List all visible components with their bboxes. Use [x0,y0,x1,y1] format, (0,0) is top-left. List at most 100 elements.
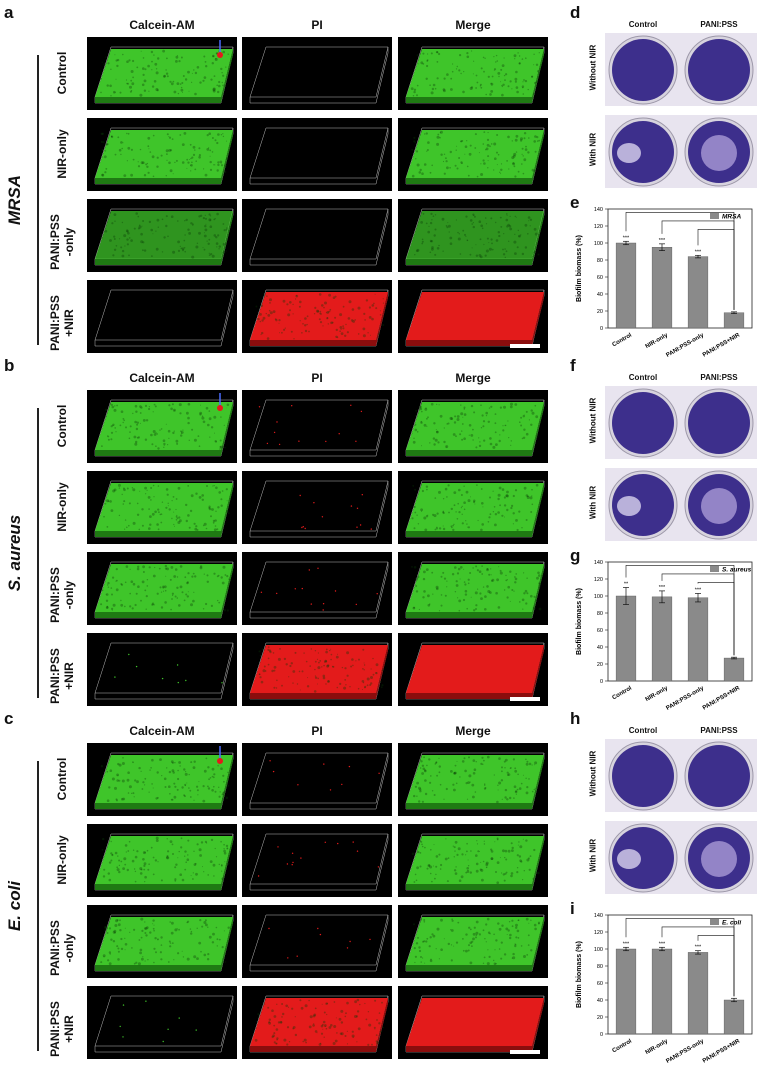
layer-edge [95,483,233,537]
dish-svg [605,821,681,894]
panel-letter: f [570,356,576,375]
group-bracket-line [37,408,39,698]
wireframe-box [249,914,389,966]
dish-row-label: With NIR [588,838,598,873]
y-tick-label: 40 [597,998,603,1004]
layer-edge [406,645,544,699]
plot-frame [607,561,753,682]
significance-label: *** [695,249,702,255]
stained-biofilm [612,474,674,536]
micrograph-pi [242,824,392,897]
wireframe-edge [94,643,234,700]
fluorescence-layer [95,917,233,965]
axis-origin [217,405,223,411]
fluorescence-layer [406,49,544,97]
bar [615,595,637,682]
micrograph-calceinam [87,824,237,897]
bar [687,597,709,682]
dish-svg [605,739,681,812]
micrograph-svg [94,480,234,538]
x-tick-label: NIR-only [645,685,670,703]
fluorescence-layer [95,564,233,612]
fluorescence-layer [250,292,388,340]
layer-edge [95,49,233,103]
micrograph-svg [249,914,389,972]
dish-svg [681,115,757,188]
micrograph-svg [249,127,389,185]
x-tick-label: Control [612,685,634,701]
cleared-area [701,135,737,171]
y-tick-label: 120 [594,930,603,936]
micrograph-svg [94,833,234,891]
y-tick-label: 120 [594,577,603,583]
dish-column-header: PANI:PSS [700,20,738,29]
column-header: Calcein-AM [129,18,195,32]
panel-letter: g [570,546,581,565]
micrograph-pi [242,390,392,463]
fluorescence-layer [406,402,544,450]
row-label: PANI:PSS +NIR [48,295,76,351]
column-header: Merge [455,371,491,385]
row-label: PANI:PSS +NIR [48,648,76,704]
micrograph-pi [242,743,392,816]
culture-dish-photo [605,468,681,541]
culture-dish-photo [681,739,757,812]
stained-biofilm [612,745,674,807]
significance-bracket [625,918,735,997]
layer-edge [95,564,233,618]
layer-edge [95,836,233,890]
micrograph-svg [405,642,545,701]
culture-dish-photo [681,468,757,541]
row-label: Control [55,404,69,448]
dish-svg [681,468,757,541]
stained-biofilm [688,745,750,807]
stained-biofilm [612,827,674,889]
column-header: Calcein-AM [129,371,195,385]
wireframe-box [249,46,389,98]
stained-biofilm [612,121,674,183]
cleared-area [617,849,641,869]
wireframe-box [94,995,234,1047]
fluorescence-layer [406,755,544,803]
wireframe-box [249,399,389,451]
micrograph-svg [249,752,389,810]
bar [723,312,745,329]
x-tick-label: NIR-only [645,332,670,350]
bar [651,948,673,1035]
dish-column-header: Control [628,20,658,29]
layer-edge [250,645,388,699]
y-tick-label: 100 [594,947,603,953]
legend-swatch [710,213,719,219]
y-tick-label: 0 [600,679,603,685]
x-tick-label: Control [612,332,634,348]
dish-svg [681,386,757,459]
bar [723,999,745,1035]
row-label: PANI:PSS -only [48,567,76,623]
micrograph-merge [398,280,548,353]
dish-svg [681,33,757,106]
micrograph-calceinam [87,986,237,1059]
y-tick-label: 100 [594,241,603,247]
wireframe-edge [249,400,389,457]
dish-row-label: With NIR [588,132,598,167]
micrograph-svg [94,289,234,347]
wireframe-box [249,127,389,179]
y-tick-label: 80 [597,611,603,617]
significance-label: *** [623,235,630,241]
fluorescence-layer [95,483,233,531]
bar [687,952,709,1035]
micrograph-svg [249,399,389,457]
axis-origin [217,52,223,58]
significance-bracket [697,229,735,310]
fluorescence-layer [406,483,544,531]
plot-frame [607,208,753,329]
y-tick-label: 140 [594,913,603,919]
micrograph-svg [249,289,389,347]
fluorescence-layer [406,564,544,612]
micrograph-merge [398,986,548,1059]
micrograph-calceinam [87,199,237,272]
significance-bracket [697,935,735,997]
x-tick-label: PANI:PSS+NIR [702,332,742,358]
fluorescence-layer [406,211,544,259]
stained-biofilm [688,392,750,454]
